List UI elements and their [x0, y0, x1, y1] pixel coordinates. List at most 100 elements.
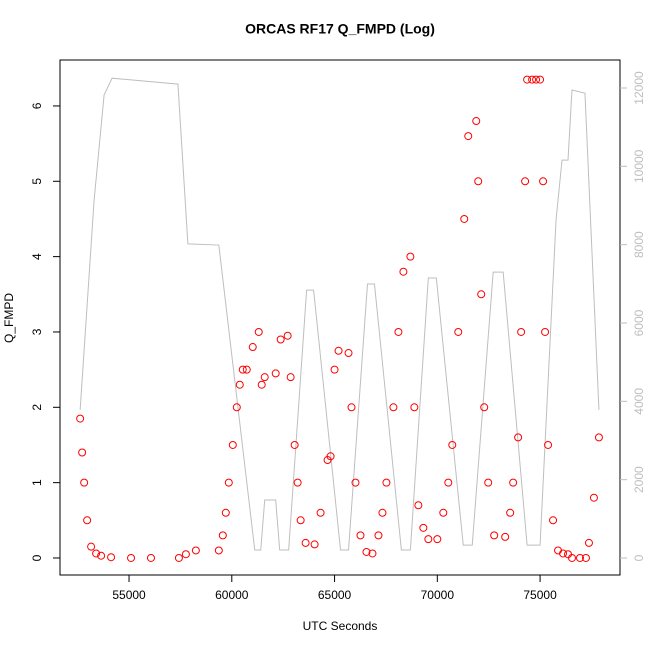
data-point	[541, 327, 550, 336]
y2-tick-label: 4000	[632, 388, 646, 415]
y2-tick-label: 6000	[632, 309, 646, 336]
y2-tick-label: 0	[632, 554, 646, 561]
y-tick-label: 1	[30, 479, 44, 486]
data-point	[419, 523, 428, 532]
data-point	[509, 478, 518, 487]
data-point	[394, 327, 403, 336]
x-tick-label: 75000	[523, 588, 557, 602]
y2-tick-label: 2000	[632, 466, 646, 493]
data-point	[76, 414, 85, 423]
data-point	[83, 516, 92, 525]
data-point	[293, 478, 302, 487]
y-tick-label: 4	[30, 253, 44, 260]
data-point	[221, 508, 230, 517]
data-point	[444, 478, 453, 487]
y-tick-label: 0	[30, 554, 44, 561]
data-point	[477, 290, 486, 299]
data-point	[594, 433, 603, 442]
altitude-line	[79, 77, 600, 551]
data-point	[439, 508, 448, 517]
data-point	[107, 553, 116, 562]
data-point	[174, 553, 183, 562]
data-point	[80, 478, 89, 487]
y-tick-label: 5	[30, 178, 44, 185]
data-point	[283, 331, 292, 340]
data-point	[410, 403, 419, 412]
data-point	[92, 549, 101, 558]
data-point	[97, 551, 106, 560]
data-point	[480, 403, 489, 412]
data-point	[191, 546, 200, 555]
data-point	[454, 327, 463, 336]
data-point	[521, 177, 530, 186]
data-point	[501, 532, 510, 541]
data-point	[296, 516, 305, 525]
x-axis-label: UTC Seconds	[303, 619, 378, 633]
data-point	[589, 493, 598, 502]
data-point	[214, 546, 223, 555]
y2-tick-label: 8000	[632, 231, 646, 258]
data-point	[228, 440, 237, 449]
data-point	[232, 403, 241, 412]
data-point	[448, 440, 457, 449]
data-point	[242, 365, 251, 374]
data-point	[506, 508, 515, 517]
data-point	[260, 373, 269, 382]
data-point	[368, 549, 377, 558]
data-point	[532, 75, 541, 84]
data-point	[351, 478, 360, 487]
data-point	[414, 501, 423, 510]
data-point	[464, 132, 473, 141]
data-point	[490, 531, 499, 540]
data-point	[334, 346, 343, 355]
data-point	[559, 549, 568, 558]
data-point	[484, 478, 493, 487]
data-point	[575, 553, 584, 562]
x-tick-label: 55000	[112, 588, 146, 602]
data-point	[544, 440, 553, 449]
data-point	[181, 550, 190, 559]
data-point	[286, 373, 295, 382]
y-tick-label: 3	[30, 328, 44, 335]
data-point	[382, 478, 391, 487]
data-point	[549, 516, 558, 525]
x-tick-label: 65000	[318, 588, 352, 602]
data-point	[224, 478, 233, 487]
data-point	[316, 508, 325, 517]
data-point	[424, 535, 433, 544]
data-point	[146, 553, 155, 562]
data-point	[523, 75, 532, 84]
data-point	[433, 535, 442, 544]
data-point	[374, 531, 383, 540]
data-point	[581, 553, 590, 562]
data-point	[238, 365, 247, 374]
data-point	[406, 252, 415, 261]
data-point	[254, 327, 263, 336]
y-tick-label: 6	[30, 102, 44, 109]
data-point	[474, 177, 483, 186]
data-point	[399, 267, 408, 276]
data-point	[127, 553, 136, 562]
data-point	[584, 538, 593, 547]
data-point	[310, 540, 319, 549]
data-point	[514, 433, 523, 442]
chart-title: ORCAS RF17 Q_FMPD (Log)	[245, 21, 435, 37]
data-point	[257, 380, 266, 389]
data-point	[330, 365, 339, 374]
data-point	[78, 448, 87, 457]
plot-box	[59, 59, 621, 576]
data-point	[362, 547, 371, 556]
data-point	[539, 177, 548, 186]
data-point	[356, 531, 365, 540]
data-point	[517, 327, 526, 336]
x-tick-label: 60000	[215, 588, 249, 602]
data-point	[472, 117, 481, 126]
data-point	[248, 343, 257, 352]
data-point	[564, 550, 573, 559]
data-point	[567, 553, 576, 562]
data-point	[344, 349, 353, 358]
data-point	[536, 75, 545, 84]
data-point	[218, 531, 227, 540]
data-point	[389, 403, 398, 412]
